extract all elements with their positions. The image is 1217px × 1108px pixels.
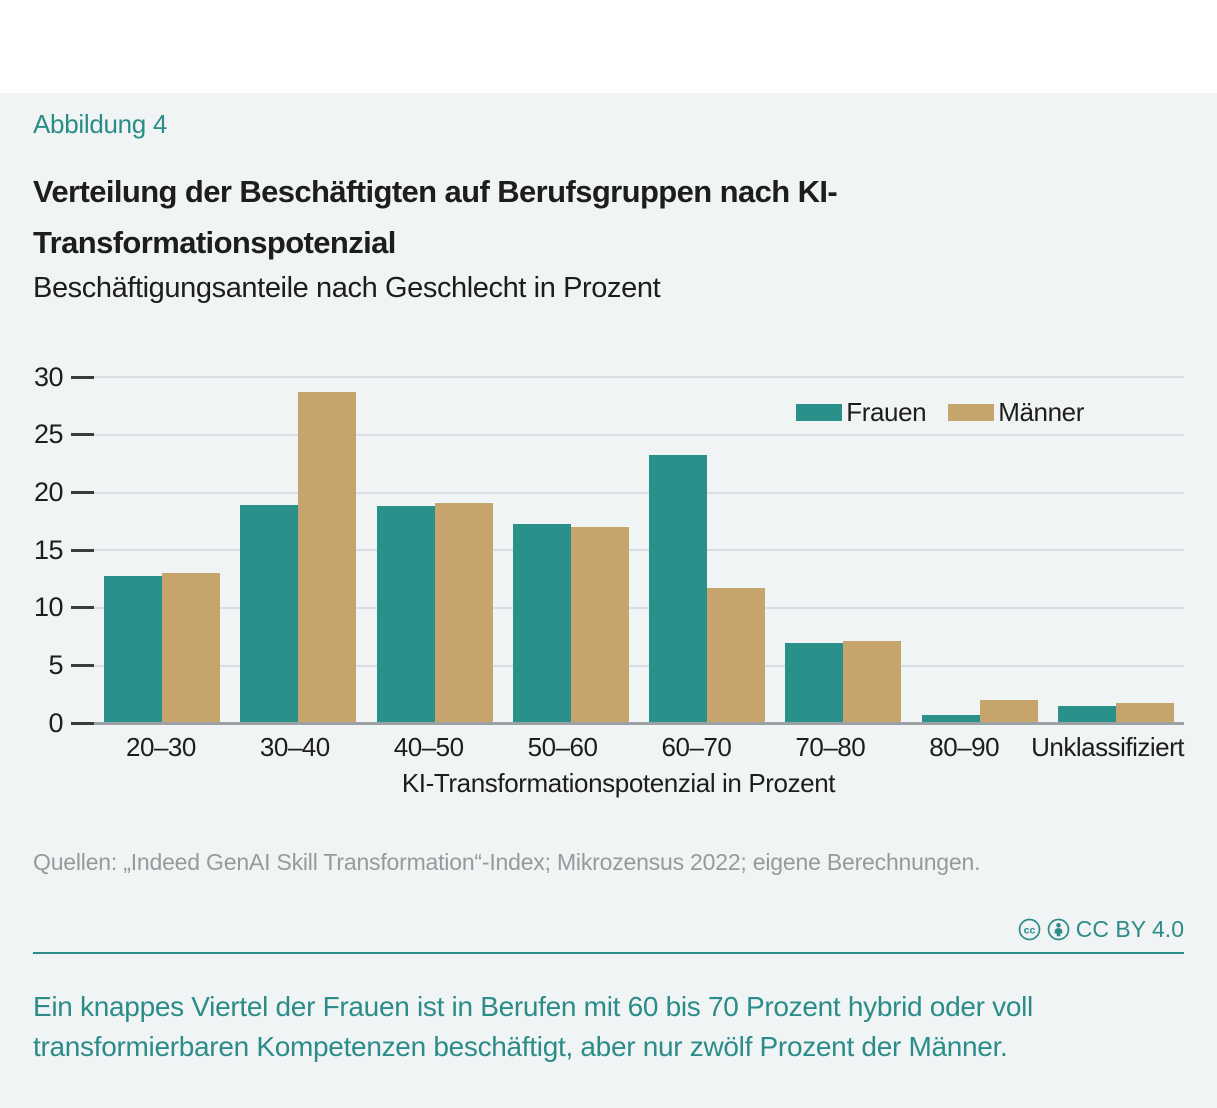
bar-frauen-70–80 — [785, 642, 844, 724]
legend-swatch-frauen — [796, 404, 843, 422]
bar-frauen-Unklassifiziert — [1057, 705, 1116, 724]
license-row: cc CC BY 4.0 — [33, 916, 1184, 943]
legend-item-männer: Männer — [948, 397, 1084, 428]
y-tick-mark — [71, 491, 94, 495]
x-label-30–40: 30–40 — [259, 732, 330, 763]
x-label-Unklassifiziert: Unklassifiziert — [1031, 732, 1184, 763]
bar-frauen-20–30 — [104, 575, 163, 724]
y-tick-label: 15 — [33, 534, 64, 565]
y-tick-mark — [71, 433, 94, 437]
bar-group-30–40 — [230, 377, 366, 724]
y-tick-label: 30 — [33, 361, 64, 392]
bar-group-Unklassifiziert — [1048, 377, 1184, 724]
bar-männer-70–80 — [843, 641, 902, 724]
top-white-band — [0, 0, 1217, 93]
legend: Frauen Männer — [796, 397, 1084, 428]
key-finding-caption: Ein knappes Viertel der Frauen ist in Be… — [33, 991, 1033, 1063]
y-tick-mark — [71, 375, 94, 379]
bar-chart: 30 25 20 15 10 5 0 Frauen Männer 20–30 30–40 40–5… — [33, 362, 1185, 799]
license-label: CC BY 4.0 — [1075, 916, 1184, 943]
chart-title: Verteilung der Beschäftigten auf Berufsg… — [33, 174, 838, 261]
y-tick-label: 20 — [33, 477, 64, 508]
bar-männer-40–50 — [434, 503, 493, 724]
cc-icon: cc — [1018, 918, 1041, 941]
bar-männer-80–90 — [979, 700, 1038, 724]
y-tick-mark — [71, 606, 94, 610]
bar-männer-Unklassifiziert — [1115, 702, 1174, 724]
x-label-60–70: 60–70 — [661, 732, 732, 763]
chart-subtitle: Beschäftigungsanteile nach Geschlecht in… — [33, 272, 661, 305]
bar-männer-20–30 — [162, 573, 221, 724]
bar-group-40–50 — [367, 377, 503, 724]
bar-frauen-80–90 — [921, 715, 980, 724]
y-tick-label: 10 — [33, 592, 64, 623]
bar-frauen-40–50 — [376, 506, 435, 724]
x-label-80–90: 80–90 — [929, 732, 1000, 763]
legend-item-frauen: Frauen — [796, 397, 927, 428]
x-label-50–60: 50–60 — [527, 732, 598, 763]
bar-männer-60–70 — [707, 588, 766, 724]
bar-männer-50–60 — [570, 527, 629, 724]
y-tick-mark — [71, 721, 94, 725]
y-tick-label: 5 — [48, 650, 63, 681]
bar-frauen-30–40 — [240, 505, 299, 724]
bar-group-60–70 — [639, 377, 775, 724]
figure-label: Abbildung 4 — [33, 109, 168, 139]
legend-label: Frauen — [846, 397, 927, 428]
bar-group-20–30 — [94, 377, 230, 724]
y-tick-label: 0 — [48, 707, 63, 738]
legend-label: Männer — [998, 397, 1084, 428]
bar-frauen-60–70 — [649, 454, 708, 724]
x-label-40–50: 40–50 — [393, 732, 464, 763]
attribution-icon — [1047, 918, 1070, 941]
bar-männer-30–40 — [298, 392, 357, 724]
bar-group-50–60 — [503, 377, 639, 724]
y-tick-mark — [71, 664, 94, 668]
plot-area: 30 25 20 15 10 5 0 Frauen Männer — [34, 362, 1184, 738]
legend-swatch-männer — [948, 404, 995, 422]
x-axis-title: KI-Transformationspotenzial in Prozent — [401, 768, 836, 799]
y-tick-mark — [71, 548, 94, 552]
svg-text:cc: cc — [1023, 925, 1035, 937]
source-note: Quellen: „Indeed GenAI Skill Transformat… — [33, 849, 981, 876]
x-axis-baseline — [94, 722, 1184, 726]
divider-rule — [33, 952, 1184, 955]
y-tick-label: 25 — [33, 419, 64, 450]
bar-group-70–80 — [775, 377, 911, 724]
bars-layer — [94, 377, 1184, 724]
figure-container: Abbildung 4 Verteilung der Beschäftigten… — [0, 93, 1217, 1108]
x-label-70–80: 70–80 — [795, 732, 866, 763]
x-labels: 20–30 30–40 40–50 50–60 60–70 70–80 80–90 Unkla… — [94, 732, 1184, 763]
x-label-20–30: 20–30 — [126, 732, 196, 763]
bar-frauen-50–60 — [512, 523, 571, 724]
bar-group-80–90 — [912, 377, 1048, 724]
